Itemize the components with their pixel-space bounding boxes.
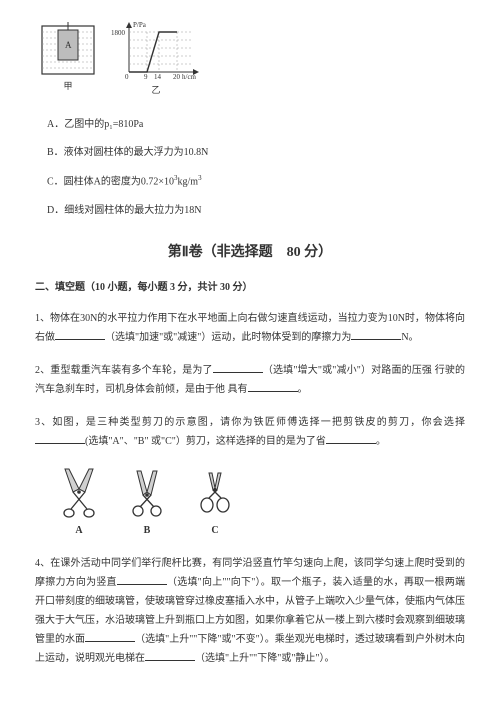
blank[interactable] [35,432,85,444]
y-axis-label: P/Pa [133,21,147,29]
option-a: A．乙图中的p₁=810Pa [47,116,465,134]
question-1: 1、物体在30N的水平拉力作用下在水平地面上向右做匀速直线运动，当拉力变为10N… [35,309,465,347]
figure-container-1: A 甲 [40,20,96,98]
container-diagram: A [40,20,96,76]
pressure-graph: P/Pa 1800 0 9 14 20 h/cm [111,20,201,80]
option-c: C．圆柱体A的密度为0.72×103kg/m3 [47,172,465,191]
svg-text:20: 20 [173,73,181,80]
section-2-title: 第Ⅱ卷（非选择题 80 分） [35,240,465,265]
blank[interactable] [213,361,263,373]
option-b: B．液体对圆柱体的最大浮力为10.8N [47,144,465,162]
scissor-b-icon [123,465,171,519]
svg-text:14: 14 [154,73,162,80]
blank[interactable] [248,380,298,392]
fill-subsection-title: 二、填空题（10 小题，每小题 3 分，共计 30 分） [35,279,465,297]
question-4: 4、在课外活动中同学们举行爬杆比赛，有同学沿竖直竹竿匀速向上爬，该同学匀速上爬时… [35,554,465,668]
options-block: A．乙图中的p₁=810Pa B．液体对圆柱体的最大浮力为10.8N C．圆柱体… [47,116,465,219]
figures-row: A 甲 P/Pa 1800 0 9 14 20 h/cm 乙 [40,20,465,98]
scissor-a-label: A [75,522,82,540]
option-d: D．细线对圆柱体的最大拉力为18N [47,202,465,220]
figure-graph: P/Pa 1800 0 9 14 20 h/cm 乙 [111,20,201,98]
svg-text:0: 0 [125,73,129,80]
blank[interactable] [85,630,135,642]
blank[interactable] [55,328,105,340]
svg-text:9: 9 [144,73,148,80]
scissors-figures: A B C [55,465,465,540]
figure1-label: 甲 [63,78,72,94]
scissor-c: C [191,465,239,540]
question-2: 2、重型载重汽车装有多个车轮，是为了（选填"增大"或"减小"）对路面的压强 行驶… [35,361,465,399]
blank[interactable] [326,432,376,444]
y-tick: 1800 [111,29,126,37]
scissor-b-label: B [144,522,151,540]
scissor-a-icon [55,465,103,519]
scissor-c-label: C [211,522,218,540]
blank[interactable] [145,649,195,661]
x-axis-label: h/cm [182,73,197,80]
question-3: 3、如图，是三种类型剪刀的示意图，请你为铁匠师傅选择一把剪铁皮的剪刀，你会选择(… [35,413,465,451]
figure2-label: 乙 [151,82,160,98]
blank[interactable] [351,328,401,340]
scissor-c-icon [191,465,239,519]
scissor-a: A [55,465,103,540]
svg-text:A: A [65,40,72,50]
scissor-b: B [123,465,171,540]
blank[interactable] [117,573,167,585]
